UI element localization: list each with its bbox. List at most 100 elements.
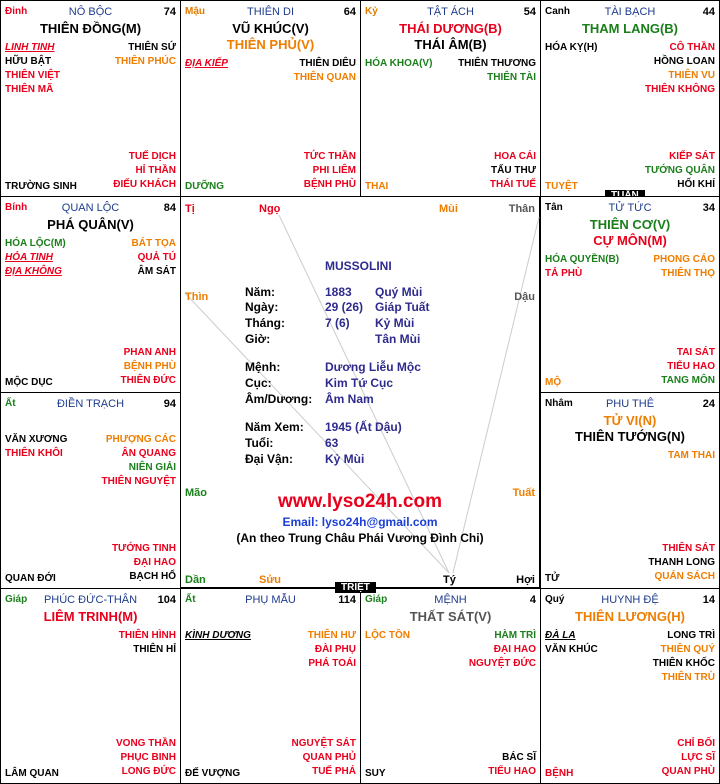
star-item: ĐẠI HAO xyxy=(133,557,176,568)
star-item: NIÊN GIẢI xyxy=(128,462,176,473)
star-item: THIÊN THỌ xyxy=(661,268,715,279)
main-star: THIÊN LƯƠNG(H) xyxy=(575,609,685,624)
right-bottom-stars: VONG THẦN PHỤC BINH LONG ĐỨC xyxy=(116,737,176,779)
truong-sinh-stage: THAI xyxy=(365,181,389,192)
palace-name: PHU THÊ xyxy=(605,398,655,410)
star-item: KÌNH DƯƠNG xyxy=(185,630,251,641)
star-item: THIÊN DIÊU xyxy=(299,58,356,69)
star-item: HÓA KỴ(H) xyxy=(545,42,598,53)
palace-number: 94 xyxy=(163,398,176,410)
palace-number: 74 xyxy=(163,6,176,18)
star-item: THIÊN MÃ xyxy=(5,84,54,95)
gio-canchi: Tân Mùi xyxy=(375,332,421,346)
star-item: THIÊN ĐỨC xyxy=(120,375,176,386)
left-stars: HÓA LỘC(M) HỎA TINH ĐỊA KHÔNG xyxy=(5,237,66,279)
palace-name: PHÚC ĐỨC-THÂN xyxy=(43,594,138,606)
star-item: BÁC SĨ xyxy=(502,752,536,763)
can-label: Đinh xyxy=(5,6,28,17)
star-item: QUAN PHÙ xyxy=(661,766,715,777)
star-item: TAI SÁT xyxy=(676,347,715,358)
right-stars: PHƯỢNG CÁC ÂN QUANG NIÊN GIẢI THIÊN NGUYỆT xyxy=(102,433,176,489)
can-label: Ất xyxy=(5,398,16,409)
website-link[interactable]: www.lyso24h.com xyxy=(277,491,442,512)
star-item: THIÊN KHỐC xyxy=(652,658,715,669)
star-item: HỈ THẦN xyxy=(135,165,176,176)
star-item: TUẾ DỊCH xyxy=(128,151,176,162)
right-stars: THIÊN HƯ ĐÀI PHỤ PHÁ TOÁI xyxy=(308,629,356,671)
star-item: HÓA KHOA(V) xyxy=(365,58,433,69)
star-item: TAM THAI xyxy=(667,450,715,461)
source-note: (An theo Trung Châu Phái Vương Đình Chi) xyxy=(236,531,484,545)
star-item: ĐẠI HAO xyxy=(493,644,536,655)
palace-name: MỆNH xyxy=(434,594,467,606)
truong-sinh-stage: QUAN ĐỚI xyxy=(5,573,56,584)
main-star: THIÊN ĐỒNG(M) xyxy=(39,21,142,36)
star-item: HÓA LỘC(M) xyxy=(5,238,66,249)
tuan-marker: TUẦN xyxy=(605,190,645,201)
person-name: MUSSOLINI xyxy=(325,259,392,273)
branch-dan: Dần xyxy=(185,574,206,586)
branch-hoi: Hợi xyxy=(516,574,535,586)
palace-name: TÀI BẠCH xyxy=(604,6,656,18)
left-stars: HÓA QUYỀN(B) TẢ PHÙ xyxy=(545,253,619,281)
palace-cell-thin: Bính QUAN LỘC 84 PHÁ QUÂN(V) HÓA LỘC(M) HỎA T… xyxy=(0,196,181,393)
star-item: TẢ PHÙ xyxy=(545,268,583,279)
star-item: PHI LIÊM xyxy=(312,165,356,176)
right-bottom-stars: TUẾ DỊCH HỈ THẦN ĐIẾU KHÁCH xyxy=(113,150,176,192)
can-label: Mậu xyxy=(185,6,205,17)
left-stars: ĐỊA KIẾP xyxy=(185,57,228,71)
triet-marker: TRIỆT xyxy=(335,582,376,593)
star-item: THIÊN TRÙ xyxy=(661,672,715,683)
chart-lines xyxy=(184,214,540,574)
star-item: HOA CÁI xyxy=(494,151,536,162)
palace-number: 4 xyxy=(529,594,536,606)
amduong-label: Âm/Dương: xyxy=(245,392,313,406)
center-panel: Tị Ngọ Mùi Thân Thìn Dậu Mão Tuất Dần Sử… xyxy=(180,196,540,588)
can-label: Kỷ xyxy=(365,6,378,17)
palace-number: 44 xyxy=(702,6,715,18)
main-star: THIÊN CƠ(V) xyxy=(589,217,671,232)
palace-number: 14 xyxy=(702,594,715,606)
right-bottom-stars: CHỈ BỐI LỰC SĨ QUAN PHÙ xyxy=(662,737,715,779)
palace-cell-tuat: Nhâm PHU THÊ 24 TỬ VI(N) THIÊN TƯỚNG(N) TAM T… xyxy=(540,392,720,589)
star-item: KIẾP SÁT xyxy=(669,151,715,162)
right-bottom-stars: TAI SÁT TIỂU HAO TANG MÔN xyxy=(661,346,715,388)
thang-canchi: Kỷ Mùi xyxy=(375,316,415,330)
palace-cell-ty2: Giáp MỆNH 4 THẤT SÁT(V) LỘC TỒN HÀM TRÌ ĐẠI HA… xyxy=(360,588,541,784)
star-item: HỐI KHÍ xyxy=(677,179,715,190)
email-link[interactable]: Email: lyso24h@gmail.com xyxy=(282,515,438,529)
star-item: BÁT TỌA xyxy=(131,238,176,249)
truong-sinh-stage: DƯỠNG xyxy=(185,181,225,192)
star-item: TIỂU HAO xyxy=(667,361,715,372)
truong-sinh-stage: MỘC DỤC xyxy=(5,377,53,388)
right-stars: THIÊN HÌNH THIÊN HỈ xyxy=(119,629,176,657)
can-label: Bính xyxy=(5,202,28,213)
star-item: NGUYỆT SÁT xyxy=(291,738,356,749)
main-star: THÁI DƯƠNG(B) xyxy=(399,21,502,36)
star-item: THÁI TUẾ xyxy=(489,179,536,190)
right-stars: THIÊN THƯƠNG THIÊN TÀI xyxy=(458,57,536,85)
star-item: TẤU THƯ xyxy=(491,165,536,176)
palace-number: 114 xyxy=(338,594,356,606)
cuc-value: Kim Tứ Cục xyxy=(325,376,394,390)
star-item: THIÊN KHÔI xyxy=(5,448,63,459)
star-item: HỮU BẬT xyxy=(5,56,52,67)
palace-cell-suu: Ất PHỤ MẪU 114 KÌNH DƯƠNG THIÊN HƯ ĐÀI PHỤ PHÁ… xyxy=(180,588,361,784)
star-item: QUÁN SÁCH xyxy=(654,571,715,582)
truong-sinh-stage: ĐẾ VƯỢNG xyxy=(185,768,241,779)
right-bottom-stars: BÁC SĨ TIỂU HAO xyxy=(488,751,536,779)
star-item: THIÊN HỈ xyxy=(133,644,176,655)
tuoi-value: 63 xyxy=(325,436,339,450)
star-item: PHAN ANH xyxy=(123,347,176,358)
left-stars: KÌNH DƯƠNG xyxy=(185,629,251,643)
palace-name: TẬT ÁCH xyxy=(427,6,474,18)
thang-value: 7 (6) xyxy=(325,316,350,330)
star-item: THIÊN PHÚC xyxy=(114,56,176,67)
star-item: VĂN KHÚC xyxy=(545,644,598,655)
right-bottom-stars: TỨC THẦN PHI LIÊM BỆNH PHÙ xyxy=(304,150,356,192)
star-item: ĐỊA KHÔNG xyxy=(5,266,62,277)
star-item: PHONG CÁO xyxy=(653,254,715,265)
main-star: PHÁ QUÂN(V) xyxy=(47,217,134,232)
right-bottom-stars: KIẾP SÁT TƯỚNG QUÂN HỐI KHÍ xyxy=(645,150,715,192)
